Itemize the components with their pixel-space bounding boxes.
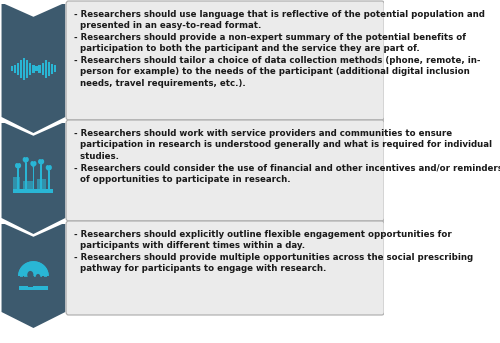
Bar (42, 63, 43, 75)
Bar (23, 276, 24, 290)
Bar (42, 276, 44, 290)
Polygon shape (2, 224, 66, 328)
Polygon shape (16, 166, 20, 170)
Polygon shape (19, 262, 48, 276)
Circle shape (22, 157, 26, 162)
Bar (23, 58, 26, 80)
Bar (36, 179, 46, 191)
Bar (26, 60, 29, 78)
Bar (24, 180, 34, 191)
FancyBboxPatch shape (66, 1, 384, 120)
Bar (20, 60, 22, 78)
FancyBboxPatch shape (66, 221, 384, 315)
Circle shape (38, 159, 42, 164)
Bar (12, 177, 20, 191)
Bar (54, 66, 56, 72)
Circle shape (48, 165, 52, 170)
Circle shape (32, 161, 36, 166)
Bar (14, 189, 54, 192)
Circle shape (25, 157, 29, 162)
Bar (36, 280, 40, 285)
Bar (30, 63, 32, 75)
Circle shape (46, 165, 50, 170)
Bar (44, 60, 47, 78)
Polygon shape (46, 167, 52, 173)
Bar (28, 279, 32, 287)
Circle shape (15, 163, 19, 168)
Bar (48, 62, 50, 76)
Bar (32, 276, 34, 290)
Bar (28, 276, 29, 290)
Polygon shape (19, 262, 48, 276)
Bar (32, 65, 34, 73)
Bar (32, 167, 34, 191)
Polygon shape (2, 4, 66, 133)
Bar (18, 276, 20, 290)
Bar (38, 276, 39, 290)
Bar (48, 276, 49, 290)
Circle shape (30, 161, 34, 166)
Bar (36, 67, 38, 71)
Polygon shape (23, 159, 28, 165)
FancyBboxPatch shape (66, 120, 384, 221)
Bar (11, 67, 13, 71)
Polygon shape (2, 123, 66, 234)
Bar (17, 63, 19, 75)
Bar (40, 165, 42, 191)
Circle shape (28, 271, 34, 279)
Polygon shape (38, 162, 44, 167)
Bar (38, 65, 40, 73)
Bar (25, 163, 26, 191)
Circle shape (40, 159, 44, 164)
Circle shape (18, 163, 21, 168)
Bar (19, 286, 48, 290)
Bar (51, 64, 53, 74)
Text: - Researchers should use language that is reflective of the potential population: - Researchers should use language that i… (74, 10, 484, 88)
Bar (14, 65, 16, 73)
Bar (48, 170, 50, 191)
Bar (18, 168, 19, 191)
Polygon shape (30, 164, 36, 168)
Text: - Researchers should explicitly outline flexible engagement opportunities for
  : - Researchers should explicitly outline … (74, 230, 473, 273)
Circle shape (36, 274, 41, 280)
Text: - Researchers should work with service providers and communities to ensure
  par: - Researchers should work with service p… (74, 129, 500, 184)
